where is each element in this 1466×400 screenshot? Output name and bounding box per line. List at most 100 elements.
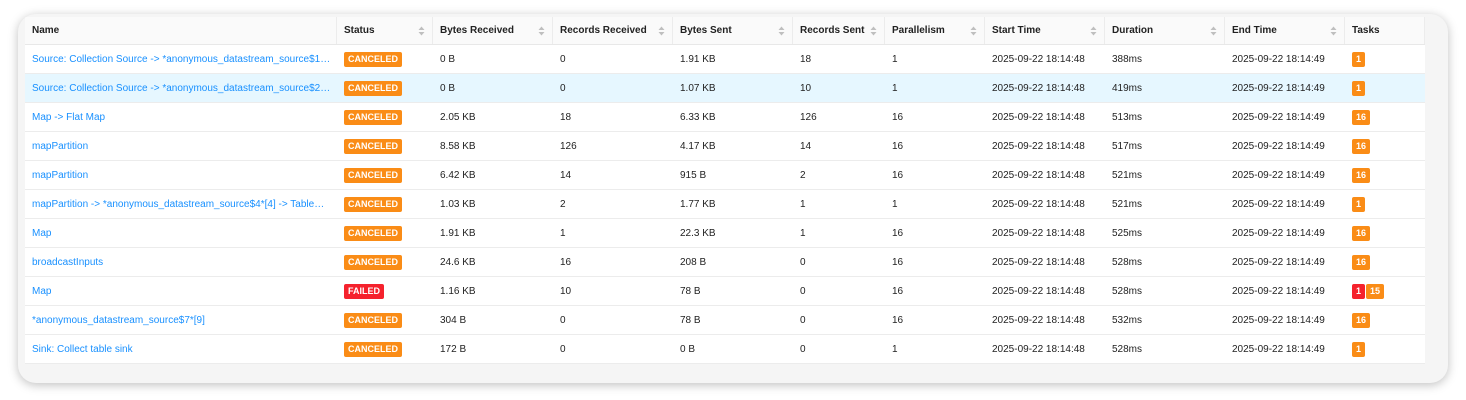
table-cell: mapPartition [25, 132, 337, 160]
cell-text: 0 B [680, 343, 696, 355]
table-row[interactable]: mapPartition CANCELED 8.58 KB 126 4.17 KB 14 1… [25, 132, 1425, 161]
cell-text: 1 [800, 198, 806, 210]
column-header[interactable]: Tasks [1345, 17, 1425, 44]
table-cell: 16 [1345, 103, 1425, 131]
table-cell: 2025-09-22 18:14:48 [985, 335, 1105, 363]
column-header[interactable]: Status [337, 17, 433, 44]
table-row[interactable]: Map FAILED 1.16 KB 10 78 B 0 16 2025-09-22 18:1… [25, 277, 1425, 306]
sort-icon[interactable] [658, 26, 665, 36]
cell-text: 528ms [1112, 343, 1143, 355]
vertex-name-link[interactable]: *anonymous_datastream_source$7*[9] [32, 314, 205, 326]
table-cell: 1 [885, 335, 985, 363]
column-header[interactable]: Records Sent [793, 17, 885, 44]
table-cell: 0 B [433, 45, 553, 73]
vertex-name-link[interactable]: Map -> Flat Map [32, 111, 106, 123]
cell-text: 8.58 KB [440, 140, 476, 152]
column-header[interactable]: Start Time [985, 17, 1105, 44]
table-cell: 1.77 KB [673, 190, 793, 218]
cell-text: 2025-09-22 18:14:48 [992, 82, 1085, 94]
table-cell: 16 [885, 132, 985, 160]
vertex-name-link[interactable]: mapPartition -> *anonymous_datastream_so… [32, 198, 325, 210]
table-cell: 22.3 KB [673, 219, 793, 247]
task-count-badge: 16 [1352, 254, 1371, 270]
column-header[interactable]: Name [25, 17, 337, 44]
sort-icon[interactable] [418, 26, 425, 36]
table-cell: 14 [553, 161, 673, 189]
table-cell: 2025-09-22 18:14:48 [985, 103, 1105, 131]
cell-text: 1 [892, 198, 898, 210]
cell-text: 1 [892, 53, 898, 65]
cell-text: 2025-09-22 18:14:49 [1232, 256, 1325, 268]
cell-text: 208 B [680, 256, 707, 268]
cell-text: 2.05 KB [440, 111, 476, 123]
table-cell: 1 [885, 190, 985, 218]
vertex-name-link[interactable]: Sink: Collect table sink [32, 343, 133, 355]
table-row[interactable]: Source: Collection Source -> *anonymous_… [25, 74, 1425, 103]
table-cell: 2025-09-22 18:14:49 [1225, 248, 1345, 276]
cell-text: 126 [800, 111, 817, 123]
cell-text: 2025-09-22 18:14:48 [992, 285, 1085, 297]
table-row[interactable]: mapPartition CANCELED 6.42 KB 14 915 B 2 16 202… [25, 161, 1425, 190]
vertex-name-link[interactable]: mapPartition [32, 140, 89, 152]
table-cell: Map -> Flat Map [25, 103, 337, 131]
column-title: Bytes Sent [680, 25, 732, 36]
table-row[interactable]: mapPartition -> *anonymous_datastream_so… [25, 190, 1425, 219]
task-count-badge: 16 [1352, 167, 1371, 183]
column-header[interactable]: Bytes Sent [673, 17, 793, 44]
table-row[interactable]: Sink: Collect table sink CANCELED 172 B 0 0 … [25, 335, 1425, 364]
vertex-name-link[interactable]: Map [32, 227, 52, 239]
cell-text: 172 B [440, 343, 467, 355]
cell-text: 16 [892, 227, 904, 239]
table-cell: 16 [885, 277, 985, 305]
sort-icon[interactable] [1330, 26, 1337, 36]
sort-icon[interactable] [1210, 26, 1217, 36]
table-row[interactable]: broadcastInputs CANCELED 24.6 KB 16 208 B 0 16… [25, 248, 1425, 277]
cell-text: 16 [892, 314, 904, 326]
table-cell: 16 [553, 248, 673, 276]
sort-icon[interactable] [538, 26, 545, 36]
column-header[interactable]: Records Received [553, 17, 673, 44]
column-header[interactable]: Duration [1105, 17, 1225, 44]
table-cell: 2025-09-22 18:14:48 [985, 219, 1105, 247]
cell-text: 14 [560, 169, 572, 181]
sort-icon[interactable] [970, 26, 977, 36]
table-cell: 172 B [433, 335, 553, 363]
status-badge: CANCELED [344, 51, 403, 67]
table-cell: 78 B [673, 306, 793, 334]
table-cell: 16 [885, 306, 985, 334]
sort-icon[interactable] [1090, 26, 1097, 36]
cell-text: 2025-09-22 18:14:48 [992, 169, 1085, 181]
vertex-name-link[interactable]: Source: Collection Source -> *anonymous_… [32, 82, 331, 94]
vertex-name-link[interactable]: mapPartition [32, 169, 89, 181]
vertex-name-link[interactable]: Source: Collection Source -> *anonymous_… [32, 53, 331, 65]
cell-text: 2025-09-22 18:14:48 [992, 198, 1085, 210]
table-cell: 2025-09-22 18:14:49 [1225, 45, 1345, 73]
table-row[interactable]: *anonymous_datastream_source$7*[9] CANCEL… [25, 306, 1425, 335]
table-cell: 2025-09-22 18:14:49 [1225, 219, 1345, 247]
cell-text: 2025-09-22 18:14:48 [992, 256, 1085, 268]
sort-icon[interactable] [778, 26, 785, 36]
table-cell: 513ms [1105, 103, 1225, 131]
table-cell: 16 [885, 248, 985, 276]
status-badge: CANCELED [344, 225, 403, 241]
table-cell: 78 B [673, 277, 793, 305]
table-cell: 2025-09-22 18:14:48 [985, 161, 1105, 189]
table-cell: 18 [793, 45, 885, 73]
cell-text: 528ms [1112, 256, 1143, 268]
cell-text: 1 [892, 82, 898, 94]
table-row[interactable]: Map CANCELED 1.91 KB 1 22.3 KB 1 16 2025-09-22 … [25, 219, 1425, 248]
column-header[interactable]: Parallelism [885, 17, 985, 44]
table-cell: 16 [1345, 219, 1425, 247]
cell-text: 0 [800, 343, 806, 355]
table-cell: 0 [553, 74, 673, 102]
cell-text: 304 B [440, 314, 467, 326]
vertex-name-link[interactable]: broadcastInputs [32, 256, 104, 268]
column-title: Status [344, 25, 375, 36]
sort-icon[interactable] [870, 26, 877, 36]
column-header[interactable]: Bytes Received [433, 17, 553, 44]
table-row[interactable]: Source: Collection Source -> *anonymous_… [25, 45, 1425, 74]
table-row[interactable]: Map -> Flat Map CANCELED 2.05 KB 18 6.33 KB 1… [25, 103, 1425, 132]
column-header[interactable]: End Time [1225, 17, 1345, 44]
table-cell: *anonymous_datastream_source$7*[9] [25, 306, 337, 334]
vertex-name-link[interactable]: Map [32, 285, 52, 297]
